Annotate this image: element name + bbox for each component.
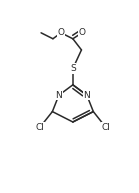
Text: N: N: [55, 91, 62, 100]
Text: S: S: [70, 64, 76, 73]
Text: O: O: [58, 28, 64, 37]
Text: Cl: Cl: [36, 123, 44, 132]
Text: N: N: [84, 91, 90, 100]
Text: Cl: Cl: [101, 123, 110, 132]
Text: O: O: [79, 28, 85, 37]
